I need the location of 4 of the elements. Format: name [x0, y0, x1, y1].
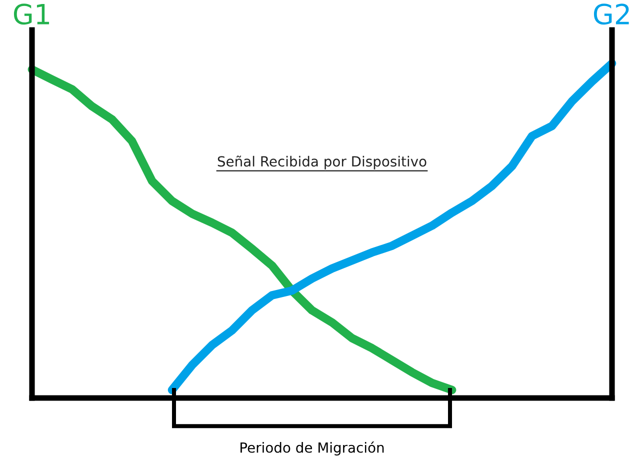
text: Señal Recibida por Dispositivo [218, 156, 426, 170]
y-axis-title: G1 [14, 4, 50, 25]
y2-axis-title: G2 [594, 4, 629, 25]
text: Periodo de Migración [240, 441, 384, 456]
